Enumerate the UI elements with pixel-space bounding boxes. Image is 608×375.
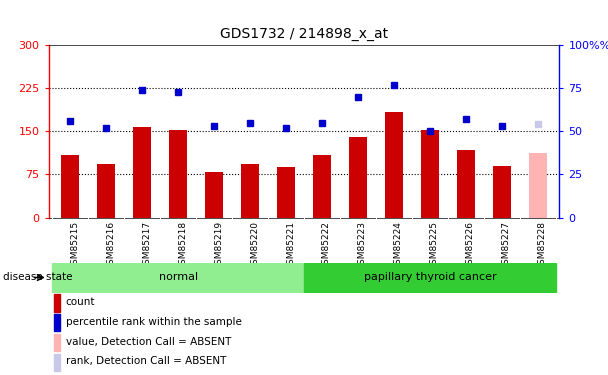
Bar (54, 334, 60, 351)
Bar (493, 166, 511, 218)
Text: rank, Detection Call = ABSENT: rank, Detection Call = ABSENT (66, 356, 226, 366)
Text: GSM85217: GSM85217 (142, 221, 151, 270)
Text: GSM85219: GSM85219 (214, 221, 223, 270)
Bar (205, 171, 223, 217)
Text: GSM85223: GSM85223 (358, 221, 367, 270)
Text: GSM85227: GSM85227 (502, 221, 511, 270)
Text: GSM85225: GSM85225 (430, 221, 439, 270)
Text: count: count (66, 297, 95, 307)
Bar (457, 150, 475, 217)
Text: GSM85228: GSM85228 (538, 221, 547, 270)
Text: GSM85224: GSM85224 (394, 221, 403, 270)
Bar (421, 130, 439, 218)
Text: GSM85215: GSM85215 (70, 221, 79, 270)
Bar (54, 294, 60, 312)
Bar (349, 137, 367, 218)
Text: normal: normal (159, 273, 198, 282)
Bar (97, 164, 115, 218)
Text: GSM85218: GSM85218 (178, 221, 187, 270)
Bar (529, 153, 547, 218)
Text: GSM85222: GSM85222 (322, 221, 331, 270)
Text: papillary thyroid cancer: papillary thyroid cancer (364, 273, 496, 282)
Bar (313, 155, 331, 218)
Text: GSM85226: GSM85226 (466, 221, 475, 270)
Bar (385, 112, 403, 218)
Bar (277, 167, 295, 218)
Bar (169, 130, 187, 218)
Bar (54, 354, 60, 371)
Bar (52, 262, 304, 292)
Bar (133, 127, 151, 218)
Text: percentile rank within the sample: percentile rank within the sample (66, 317, 241, 327)
Text: value, Detection Call = ABSENT: value, Detection Call = ABSENT (66, 337, 231, 347)
Title: GDS1732 / 214898_x_at: GDS1732 / 214898_x_at (220, 27, 388, 41)
Bar (61, 155, 79, 218)
Text: GSM85221: GSM85221 (286, 221, 295, 270)
Bar (241, 164, 259, 218)
Bar (54, 314, 60, 332)
Text: disease state: disease state (3, 273, 72, 282)
Text: GSM85220: GSM85220 (250, 221, 259, 270)
Bar (304, 262, 556, 292)
Text: GSM85216: GSM85216 (106, 221, 115, 270)
